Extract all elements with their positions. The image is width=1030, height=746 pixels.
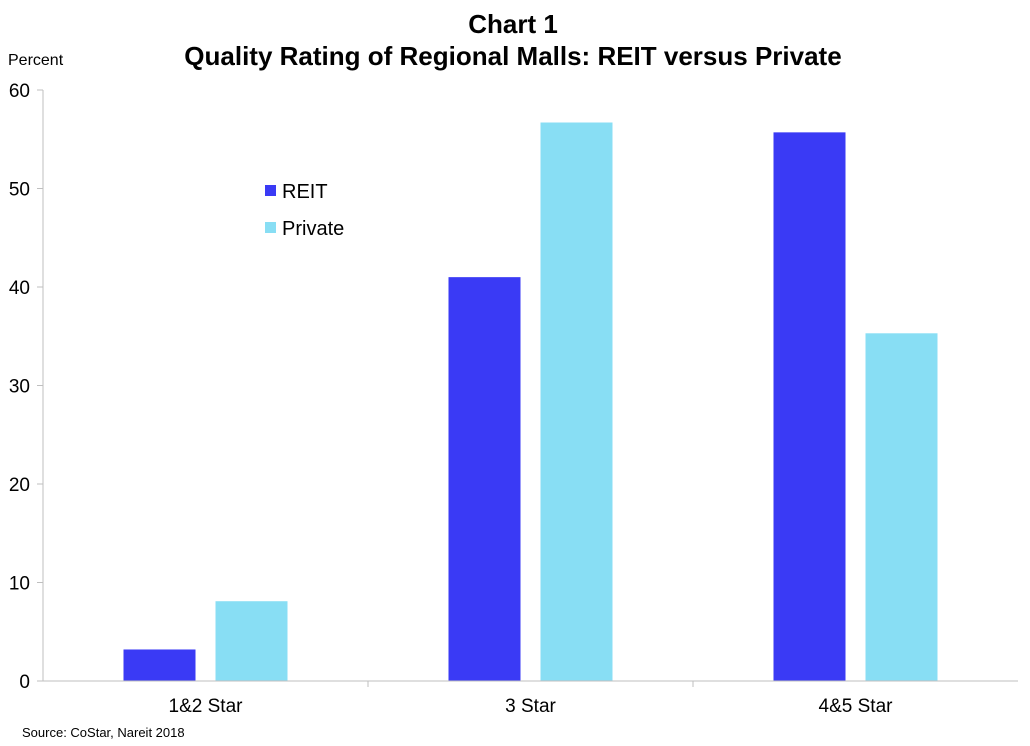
y-tick-label: 20 (9, 475, 30, 496)
bar-private-1 (215, 601, 288, 681)
legend-swatch-reit (265, 185, 276, 196)
legend-label-private: Private (282, 218, 344, 240)
chart-title-line1: Chart 1 (468, 9, 558, 39)
y-tick-label: 30 (9, 377, 30, 398)
bar-reit-3 (773, 132, 846, 682)
bar-reit-1 (123, 649, 196, 681)
y-tick-label: 60 (9, 81, 30, 102)
y-tick-label: 10 (9, 574, 30, 595)
x-tick-labels: 1&2 Star 3 Star 4&5 Star (169, 696, 894, 717)
source-note: Source: CoStar, Nareit 2018 (22, 725, 185, 740)
y-tick-label: 50 (9, 180, 30, 201)
bar-reit-2 (448, 277, 521, 681)
y-tick-label: 0 (19, 672, 30, 693)
legend: REIT Private (265, 181, 344, 240)
chart-title-line2: Quality Rating of Regional Malls: REIT v… (184, 41, 841, 71)
x-tick-label: 4&5 Star (819, 696, 894, 717)
bars-layer (123, 122, 938, 682)
legend-swatch-private (265, 222, 276, 233)
x-tick-label: 3 Star (505, 696, 556, 717)
y-axis-label: Percent (8, 52, 64, 69)
bar-private-3 (865, 333, 938, 681)
y-tick-label: 40 (9, 278, 30, 299)
x-tick-label: 1&2 Star (169, 696, 244, 717)
axes-layer (37, 89, 1018, 687)
y-tick-labels: 0 10 20 30 40 50 60 (9, 81, 30, 693)
legend-label-reit: REIT (282, 181, 328, 203)
bar-private-2 (540, 122, 613, 681)
